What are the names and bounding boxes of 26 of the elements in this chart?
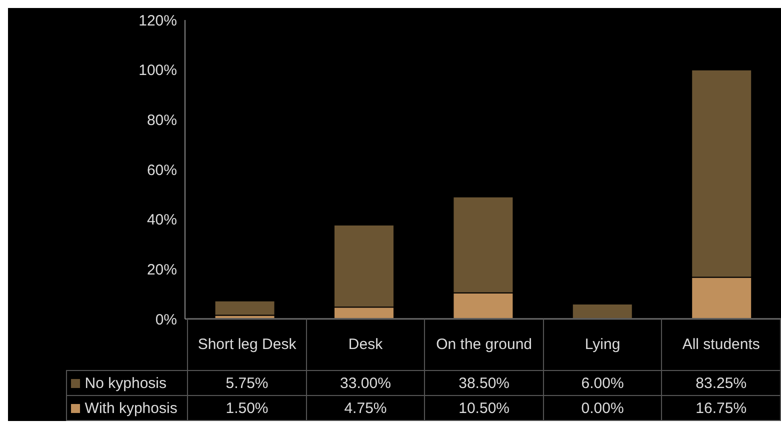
x-tick-label: Lying [543,318,662,370]
bar [214,300,276,316]
x-tick-label: Short leg Desk [188,318,306,370]
data-label: 0.00% [543,396,662,420]
y-tick-label: 120% [138,12,177,30]
bar [572,304,633,319]
x-tick-label: Desk [306,318,425,370]
y-tick-label: 0% [155,311,177,328]
y-tick-label: 80% [146,112,177,129]
data-label: 10.50% [424,396,544,420]
data-label: 4.75% [306,396,425,420]
y-tick-label: 40% [146,212,177,229]
y-tick-label: 60% [146,162,177,179]
x-tick-label: On the ground [424,318,544,370]
legend-label: With kyphosis [66,396,188,420]
data-label: 16.75% [662,396,780,420]
data-label: 1.50% [188,396,306,420]
y-tick-label: 20% [146,261,177,278]
data-label: 38.50% [424,370,544,396]
data-label: 83.25% [662,370,780,396]
data-label: 6.00% [543,370,662,396]
y-tick-label: 100% [138,62,177,80]
data-label: 5.75% [188,370,306,396]
legend-label: No kyphosis [66,370,188,396]
data-label: 33.00% [306,370,425,396]
x-tick-label: All students [662,318,780,370]
